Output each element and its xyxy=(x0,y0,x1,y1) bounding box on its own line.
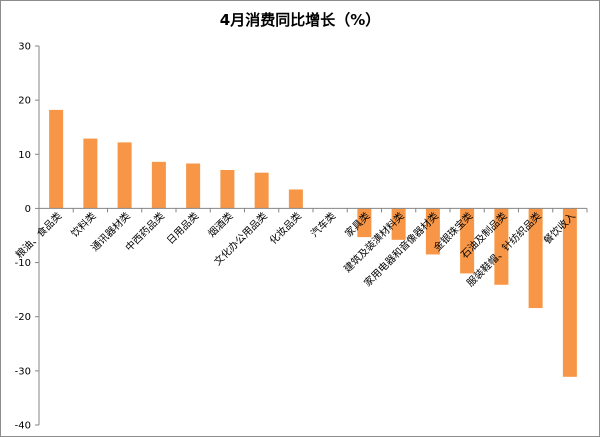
y-tick-label: -30 xyxy=(15,366,31,377)
bar xyxy=(83,138,98,209)
bar xyxy=(425,208,440,255)
y-tick-label: -10 xyxy=(15,258,31,269)
chart-title: 4月消费同比增长（%） xyxy=(219,11,381,29)
y-tick-label: 10 xyxy=(18,150,31,161)
x-axis xyxy=(38,207,588,213)
category-label: 烟酒类 xyxy=(205,209,235,239)
y-tick-label: 20 xyxy=(18,96,31,107)
category-label: 日用品类 xyxy=(164,209,201,246)
y-tick-label: 0 xyxy=(25,204,31,215)
bars xyxy=(49,109,577,377)
bar xyxy=(49,109,64,209)
bar xyxy=(562,208,577,377)
bar xyxy=(288,189,303,209)
bar xyxy=(186,163,201,209)
bar xyxy=(494,208,509,285)
category-label: 粮油、食品类 xyxy=(13,209,65,261)
category-label: 化妆品类 xyxy=(267,209,304,246)
y-tick-label: 30 xyxy=(18,42,31,53)
category-label: 饮料类 xyxy=(68,209,98,239)
category-label: 汽车类 xyxy=(308,209,338,239)
bar xyxy=(220,169,235,209)
bar xyxy=(528,208,543,309)
y-tick-label: -20 xyxy=(15,312,31,323)
y-tick-label: -40 xyxy=(15,421,31,432)
bar xyxy=(151,161,166,209)
bar xyxy=(460,208,475,274)
bar xyxy=(391,208,406,240)
bar xyxy=(357,208,372,238)
category-label: 建筑及装潢材料类 xyxy=(341,209,407,275)
y-axis: 30 20 10 0 -10 -20 -30 -40 xyxy=(15,42,40,432)
bar xyxy=(254,172,269,209)
bar xyxy=(117,142,132,209)
